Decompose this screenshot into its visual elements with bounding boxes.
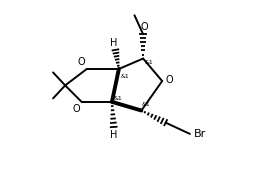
Text: &1: &1 bbox=[142, 102, 151, 107]
Text: &1: &1 bbox=[145, 60, 153, 65]
Text: O: O bbox=[78, 57, 85, 67]
Text: O: O bbox=[140, 22, 148, 32]
Text: H: H bbox=[110, 130, 117, 140]
Text: O: O bbox=[165, 75, 173, 85]
Text: Br: Br bbox=[194, 129, 206, 139]
Text: H: H bbox=[110, 38, 117, 48]
Text: &1: &1 bbox=[113, 96, 122, 101]
Text: O: O bbox=[72, 104, 80, 114]
Text: &1: &1 bbox=[121, 74, 129, 79]
